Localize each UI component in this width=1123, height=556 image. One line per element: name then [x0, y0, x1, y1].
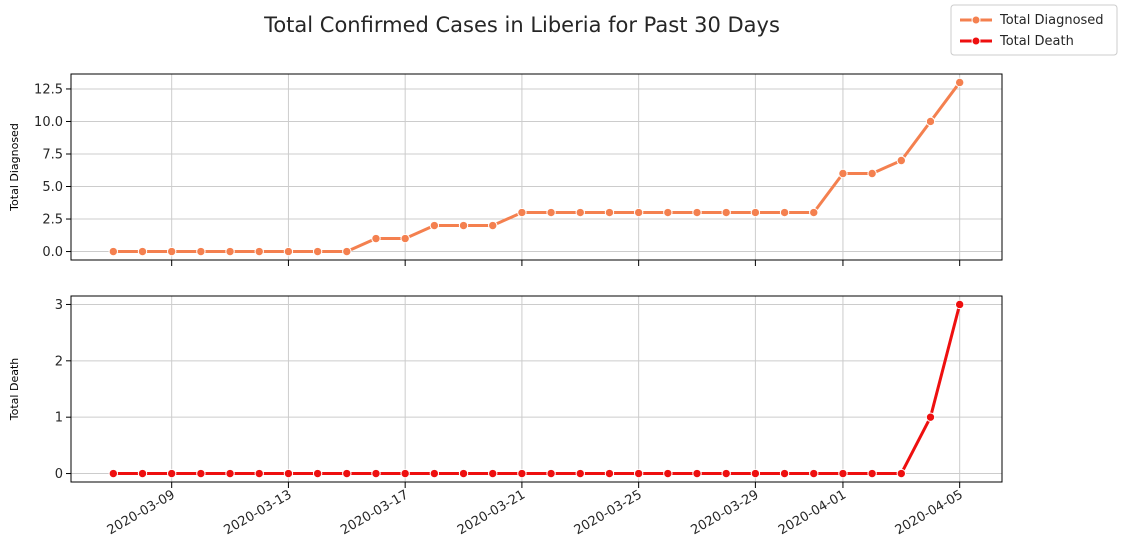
data-point-total-diagnosed [342, 246, 352, 257]
data-point-total-diagnosed [896, 155, 907, 166]
data-point-total-death [371, 468, 381, 479]
data-point-total-diagnosed [633, 207, 644, 218]
y-axis-label: Total Diagnosed [8, 123, 21, 212]
data-point-total-death [429, 468, 440, 479]
data-point-total-diagnosed [692, 207, 702, 218]
data-point-total-diagnosed [954, 77, 965, 88]
x-tick-label: 2020-03-21 [455, 487, 528, 538]
x-tick-label: 2020-03-25 [572, 487, 645, 538]
y-tick-label: 0.0 [42, 245, 63, 260]
x-tick-label: 2020-04-01 [776, 487, 849, 538]
data-point-total-death [546, 468, 556, 479]
legend-label-total-diagnosed: Total Diagnosed [999, 13, 1104, 28]
x-tick-label: 2020-03-29 [688, 487, 761, 538]
legend-marker-total-death [971, 36, 981, 46]
data-point-total-diagnosed [750, 207, 761, 218]
data-point-total-death [867, 468, 877, 479]
y-tick-label: 3 [55, 298, 63, 313]
data-point-total-diagnosed [225, 246, 235, 257]
data-point-total-death [779, 468, 790, 479]
data-point-total-diagnosed [137, 246, 148, 257]
series-line-total-diagnosed [111, 80, 962, 254]
x-tick-label: 2020-03-09 [105, 487, 178, 538]
legend-marker-total-diagnosed [971, 15, 981, 25]
y-tick-label: 2 [55, 354, 63, 369]
panel-total-diagnosed: 0.0 2.5 5.0 7.5 10.0 12.5 Total Diagnosed [8, 73, 1003, 266]
data-point-total-death [283, 468, 294, 479]
data-point-total-diagnosed [779, 207, 790, 218]
data-point-total-diagnosed [312, 246, 323, 257]
data-point-total-death [633, 468, 644, 479]
data-point-total-diagnosed [546, 207, 556, 218]
data-point-total-diagnosed [254, 246, 264, 257]
legend-frame [950, 4, 1118, 56]
panel-total-death: 0 1 2 3 2020-03-09 2020-03-13 2020-03-17 2020-0… [8, 295, 1003, 538]
data-point-total-diagnosed [867, 168, 877, 179]
data-point-total-death [400, 468, 410, 479]
y-tick-label: 5.0 [42, 180, 63, 195]
plot-frame [70, 73, 1003, 261]
legend-label-total-death: Total Death [999, 34, 1074, 49]
data-point-total-death [166, 468, 177, 479]
data-point-total-death [838, 468, 848, 479]
y-tick-label: 0 [55, 467, 63, 482]
y-tick-label: 10.0 [34, 115, 63, 130]
data-point-total-death [108, 468, 119, 479]
plot-frame [70, 295, 1003, 483]
series-line-total-death [111, 302, 962, 476]
chart-title: Total Confirmed Cases in Liberia for Pas… [263, 13, 780, 37]
y-axis-label: Total Death [8, 358, 21, 421]
data-point-total-diagnosed [663, 207, 673, 218]
data-point-total-death [225, 468, 235, 479]
data-point-total-diagnosed [166, 246, 177, 257]
data-point-total-death [342, 468, 352, 479]
data-point-total-diagnosed [575, 207, 585, 218]
data-point-total-diagnosed [604, 207, 615, 218]
data-point-total-diagnosed [838, 168, 848, 179]
y-tick-label: 1 [55, 411, 63, 426]
data-point-total-diagnosed [517, 207, 527, 218]
x-tick-label: 2020-04-05 [893, 487, 966, 538]
data-point-total-diagnosed [283, 246, 294, 257]
data-point-total-death [954, 299, 965, 310]
data-point-total-diagnosed [488, 220, 498, 231]
data-point-total-death [750, 468, 761, 479]
data-point-total-death [721, 468, 731, 479]
data-point-total-diagnosed [721, 207, 731, 218]
data-point-total-death [517, 468, 527, 479]
data-point-total-death [458, 468, 469, 479]
y-tick-label: 12.5 [34, 82, 63, 97]
data-point-total-death [896, 468, 907, 479]
data-point-total-death [488, 468, 498, 479]
x-tick-label: 2020-03-17 [338, 487, 411, 538]
y-tick-label: 2.5 [42, 213, 63, 228]
data-point-total-death [692, 468, 702, 479]
data-point-total-diagnosed [429, 220, 440, 231]
data-point-total-diagnosed [108, 246, 119, 257]
data-point-total-diagnosed [809, 207, 819, 218]
data-point-total-diagnosed [400, 233, 410, 244]
data-point-total-diagnosed [925, 116, 936, 127]
x-tick-label: 2020-03-13 [221, 487, 294, 538]
data-point-total-death [604, 468, 615, 479]
data-point-total-death [312, 468, 323, 479]
data-point-total-death [663, 468, 673, 479]
data-point-total-death [254, 468, 264, 479]
data-point-total-diagnosed [458, 220, 469, 231]
data-point-total-death [575, 468, 585, 479]
data-point-total-death [137, 468, 148, 479]
y-tick-label: 7.5 [42, 147, 63, 162]
data-point-total-death [925, 412, 936, 422]
data-point-total-diagnosed [371, 233, 381, 244]
data-point-total-diagnosed [196, 246, 206, 257]
data-point-total-death [809, 468, 819, 479]
data-point-total-death [196, 468, 206, 479]
legend: Total Diagnosed Total Death [950, 4, 1118, 56]
